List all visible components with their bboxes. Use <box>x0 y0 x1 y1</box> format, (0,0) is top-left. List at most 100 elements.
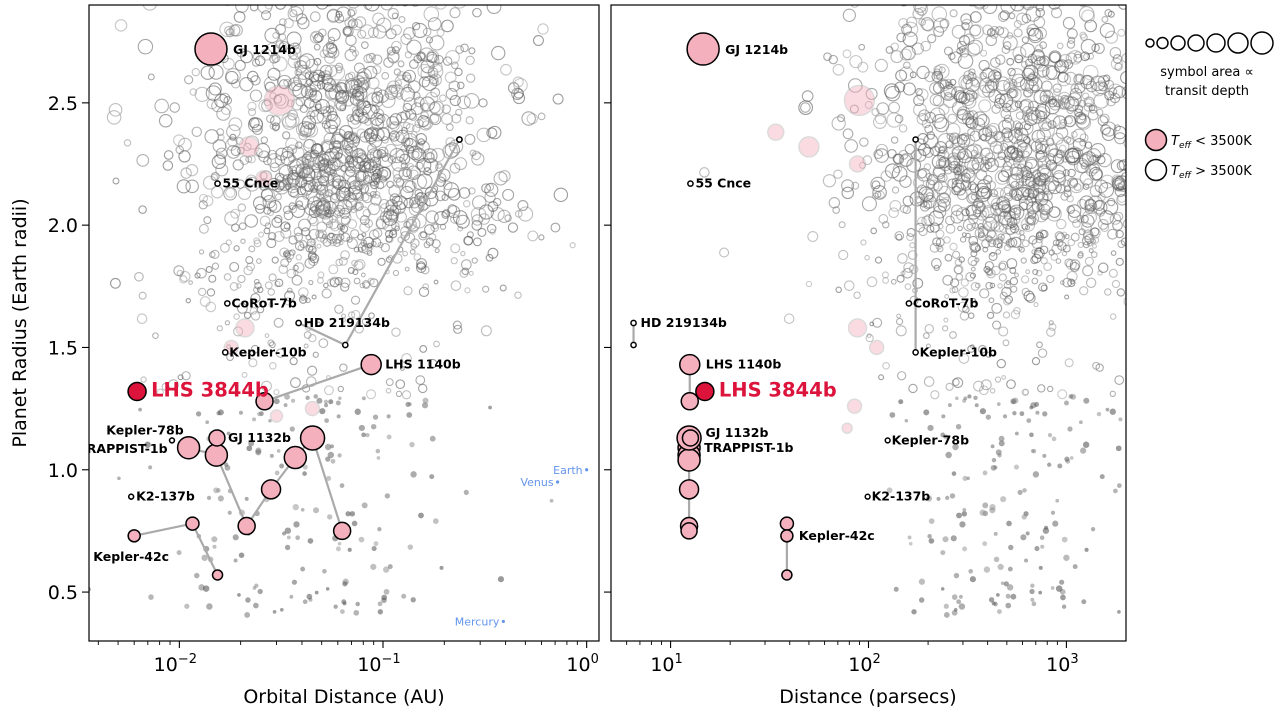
background-planet <box>902 21 919 38</box>
background-planet <box>338 256 348 266</box>
background-planet <box>324 385 334 396</box>
background-planet <box>220 104 232 115</box>
kepler42-planet <box>780 529 794 543</box>
background-planet <box>1079 286 1089 296</box>
background-planet <box>212 139 227 153</box>
background-planet <box>404 51 413 59</box>
planet-label: LHS 1140b <box>706 357 782 372</box>
background-planet <box>537 112 546 121</box>
planet-label: K2-137b <box>872 489 931 504</box>
background-planet <box>309 30 323 44</box>
background-planet <box>386 115 400 130</box>
background-planet <box>305 58 319 73</box>
background-planet <box>316 109 332 125</box>
background-planet <box>1025 531 1030 536</box>
background-planet <box>927 424 934 432</box>
background-planet <box>307 365 318 376</box>
background-planet <box>356 128 367 138</box>
background-planet <box>838 221 846 229</box>
background-planet <box>255 142 271 159</box>
background-planet <box>450 280 462 291</box>
background-planet <box>1021 36 1029 44</box>
background-planet <box>257 588 263 595</box>
background-planet <box>527 230 539 242</box>
solar-system-planet <box>555 480 560 484</box>
background-planet <box>1037 183 1050 196</box>
background-planet <box>929 81 942 95</box>
background-planet <box>369 156 382 169</box>
background-planet <box>360 245 367 251</box>
background-planet <box>943 603 949 609</box>
background-planet <box>267 339 275 347</box>
background-planet <box>423 241 431 249</box>
background-planet <box>1117 193 1126 203</box>
background-planet <box>194 572 200 579</box>
background-planet <box>284 297 293 306</box>
background-planet <box>932 94 945 107</box>
background-cool-planet <box>841 422 853 434</box>
background-planet <box>349 511 356 517</box>
background-planet <box>148 594 154 600</box>
background-planet <box>472 195 487 210</box>
background-planet <box>1080 447 1087 454</box>
background-planet <box>385 378 394 387</box>
background-planet <box>926 225 935 233</box>
background-planet <box>1003 581 1009 587</box>
background-planet <box>949 493 956 499</box>
background-planet <box>249 89 263 102</box>
background-planet <box>154 98 169 114</box>
background-planet <box>413 194 422 203</box>
background-planet <box>312 155 326 169</box>
background-planet <box>289 9 298 18</box>
background-planet <box>1033 302 1039 308</box>
background-planet <box>872 317 883 328</box>
background-planet <box>807 230 819 242</box>
background-planet <box>1046 274 1055 284</box>
background-planet <box>327 110 339 122</box>
background-planet <box>240 238 246 244</box>
background-planet <box>329 221 341 232</box>
background-planet <box>1067 168 1076 178</box>
background-planet <box>409 169 419 179</box>
background-planet <box>247 107 257 117</box>
background-planet <box>865 87 878 100</box>
background-planet <box>1090 142 1106 159</box>
background-planet <box>952 377 964 389</box>
background-planet <box>989 237 997 245</box>
background-planet <box>998 273 1007 282</box>
background-planet <box>220 242 230 253</box>
background-planet <box>923 163 932 171</box>
background-planet <box>1020 60 1028 68</box>
background-planet <box>997 563 1004 571</box>
background-planet <box>433 340 440 348</box>
background-planet <box>1045 113 1061 128</box>
background-planet <box>349 83 364 98</box>
background-planet <box>1118 417 1123 422</box>
background-planet <box>998 440 1005 447</box>
background-planet <box>951 146 961 156</box>
background-planet <box>417 52 426 60</box>
background-planet <box>254 55 266 67</box>
background-planet <box>232 159 244 171</box>
background-planet <box>1086 202 1098 215</box>
background-planet <box>408 197 421 209</box>
background-planet <box>405 218 417 230</box>
size-scale-circle <box>1206 33 1226 53</box>
background-planet <box>1014 127 1029 142</box>
background-planet <box>895 69 908 82</box>
background-planet <box>176 550 182 556</box>
background-planet <box>1084 256 1094 266</box>
background-cool-planet <box>263 84 296 117</box>
background-planet <box>212 544 217 549</box>
background-planet <box>861 196 877 212</box>
background-planet <box>217 133 225 142</box>
background-planet <box>303 138 314 149</box>
background-planet <box>891 166 908 182</box>
background-planet <box>477 227 487 237</box>
background-planet <box>294 175 308 188</box>
background-planet <box>410 471 417 478</box>
background-planet <box>400 33 412 45</box>
background-planet <box>1012 46 1027 61</box>
size-scale-circle <box>1170 35 1186 51</box>
